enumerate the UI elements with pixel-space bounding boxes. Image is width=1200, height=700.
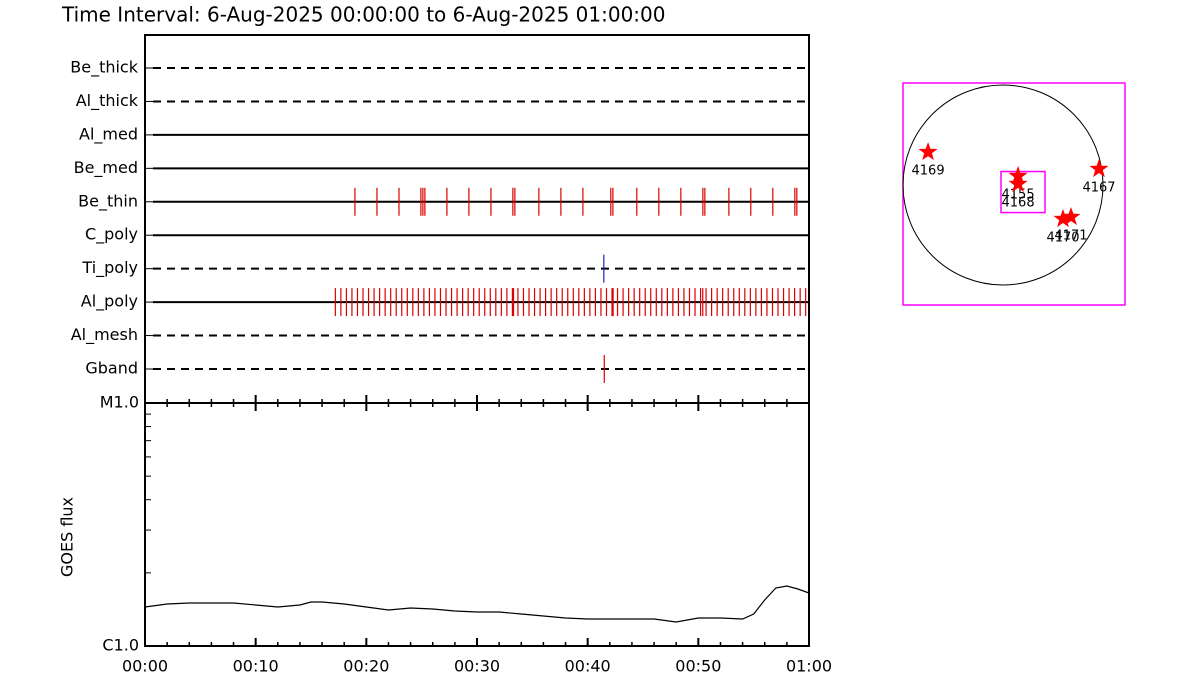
row-label: Al_poly (81, 292, 138, 312)
row-label: Al_thick (76, 91, 139, 111)
row-label: Al_med (79, 124, 138, 144)
region-label: 4168 (1002, 195, 1035, 210)
region-label: 4171 (1054, 229, 1087, 244)
region-label: 4167 (1082, 181, 1115, 196)
row-label: C_poly (85, 225, 138, 245)
region-star (1089, 159, 1109, 178)
plot-frame (144, 34, 810, 647)
region-star (1053, 209, 1073, 228)
x-tick-label: 00:20 (343, 657, 389, 676)
region-star (1008, 173, 1028, 192)
row-label: Gband (85, 359, 138, 378)
row-label: Al_mesh (71, 325, 138, 345)
figure-title: Time Interval: 6-Aug-2025 00:00:00 to 6-… (61, 3, 666, 27)
region-label: 4170 (1046, 231, 1079, 246)
y-tick-label: M1.0 (100, 393, 139, 412)
x-tick-label: 00:00 (122, 657, 168, 676)
x-tick-label: 00:30 (454, 657, 500, 676)
goes-curve (144, 585, 810, 623)
row-label: Be_thick (70, 58, 138, 78)
region-label: 4169 (912, 164, 945, 179)
x-tick-label: 01:00 (786, 657, 832, 676)
solar-disk (902, 84, 1104, 286)
x-tick-label: 00:40 (565, 657, 611, 676)
fov-box (1000, 170, 1046, 214)
y-tick-label: C1.0 (102, 636, 139, 655)
row-label: Be_thin (78, 191, 138, 211)
region-star (1061, 207, 1081, 226)
x-tick-label: 00:50 (675, 657, 721, 676)
x-tick-label: 00:10 (233, 657, 279, 676)
region-star (918, 142, 938, 161)
row-label: Be_med (74, 158, 138, 178)
row-label: Ti_poly (81, 258, 138, 278)
region-label: 4155 (1002, 187, 1035, 202)
y-axis-label: GOES flux (58, 497, 77, 577)
